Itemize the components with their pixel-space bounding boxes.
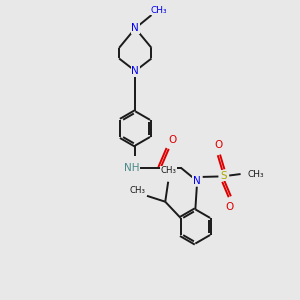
Text: N: N: [193, 176, 201, 186]
Text: N: N: [131, 23, 139, 33]
Text: O: O: [215, 140, 223, 150]
Text: CH₃: CH₃: [129, 186, 145, 195]
Text: CH₃: CH₃: [150, 6, 167, 15]
Text: S: S: [220, 170, 226, 181]
Text: O: O: [168, 135, 177, 145]
Text: CH₃: CH₃: [160, 167, 176, 176]
Text: N: N: [131, 66, 139, 76]
Text: CH₃: CH₃: [247, 169, 264, 178]
Text: O: O: [226, 202, 234, 212]
Text: NH: NH: [124, 163, 139, 172]
